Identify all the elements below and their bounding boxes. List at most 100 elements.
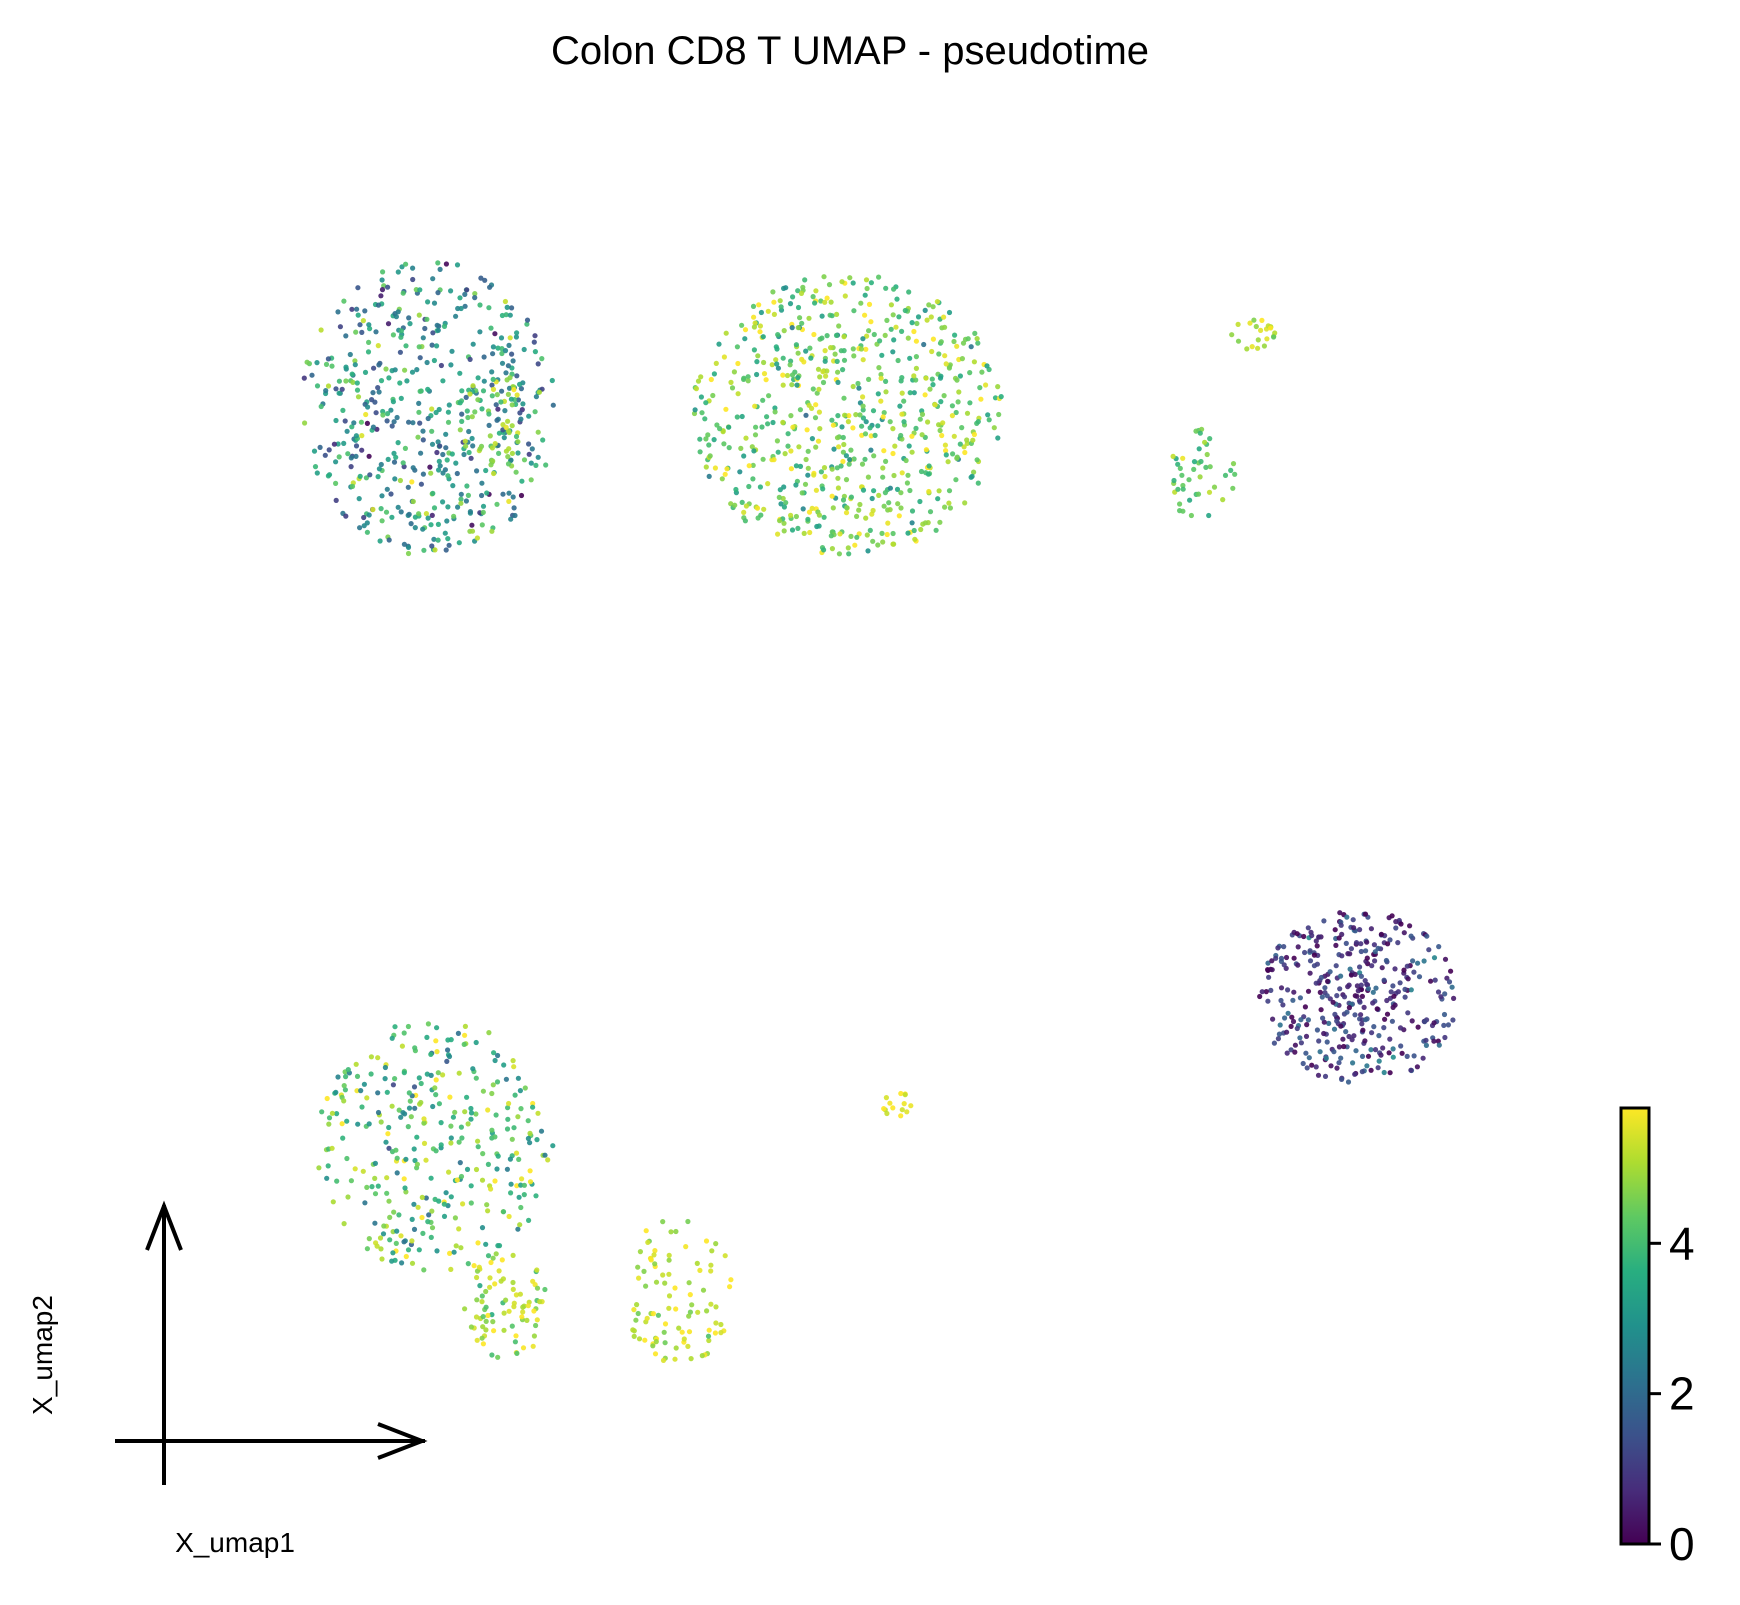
cell-point (534, 1267, 540, 1273)
cell-point (535, 454, 541, 460)
cell-point (1334, 1065, 1340, 1071)
cell-point (875, 423, 881, 429)
cell-point (1313, 980, 1319, 986)
cell-point (1297, 1035, 1303, 1041)
cell-point (739, 499, 745, 505)
cell-point (469, 414, 475, 420)
cell-point (1275, 1036, 1281, 1042)
cell-point (542, 1286, 548, 1293)
cell-point (446, 542, 452, 548)
cell-point (505, 454, 511, 460)
cell-point (1232, 471, 1238, 477)
cell-point (721, 441, 727, 447)
cell-point (324, 1175, 330, 1181)
cell-point (660, 1219, 666, 1225)
cell-point (473, 1075, 479, 1081)
cell-point (1303, 1033, 1310, 1039)
cell-point (816, 512, 823, 518)
cell-point (705, 432, 711, 438)
cell-point (363, 475, 369, 481)
cell-point (349, 424, 355, 430)
cell-point (341, 298, 347, 304)
cell-point (1338, 973, 1344, 979)
cell-point (826, 282, 833, 288)
cell-point (636, 1275, 642, 1281)
cell-point (1320, 1015, 1326, 1021)
cell-point (395, 504, 401, 510)
cell-point (488, 325, 494, 331)
cell-point (901, 1101, 907, 1107)
cell-point (477, 302, 483, 308)
cell-point (752, 320, 758, 326)
cell-point (471, 1263, 477, 1269)
cell-point (1450, 1017, 1456, 1023)
cell-point (493, 1112, 499, 1118)
cell-point (942, 504, 948, 510)
cell-point (353, 453, 359, 459)
cell-point (334, 1111, 340, 1117)
cell-point (457, 1160, 463, 1166)
cell-point (756, 302, 762, 308)
cell-point (772, 409, 778, 415)
cell-point (781, 328, 787, 334)
cell-point (898, 432, 904, 439)
cell-point (373, 329, 379, 335)
cell-point (517, 1088, 524, 1094)
cell-point (666, 1252, 672, 1258)
cell-point (438, 1142, 444, 1148)
cell-point (741, 376, 747, 382)
cell-point (348, 464, 354, 470)
cell-point (417, 388, 423, 394)
cell-point (525, 1135, 532, 1142)
cell-point (401, 1030, 407, 1036)
cell-point (443, 547, 449, 553)
cell-point (507, 1156, 513, 1162)
cell-point (386, 375, 392, 381)
cell-point (703, 436, 709, 442)
cell-point (937, 519, 943, 525)
cell-point (822, 348, 828, 354)
cell-point (535, 1110, 541, 1116)
cell-point (397, 477, 403, 484)
cell-point (394, 1170, 400, 1176)
cell-point (440, 499, 446, 505)
cell-point (1371, 942, 1377, 948)
cell-point (457, 370, 463, 376)
cell-point (771, 457, 777, 463)
cell-point (1365, 1053, 1372, 1059)
cell-point (700, 1287, 707, 1293)
cell-point (789, 372, 796, 378)
cell-point (453, 313, 459, 319)
cell-point (797, 315, 803, 321)
cell-point (905, 335, 911, 341)
cell-point (971, 359, 978, 365)
cell-point (868, 280, 875, 286)
cell-point (534, 1285, 541, 1291)
cell-point (496, 450, 502, 456)
cell-point (820, 379, 827, 386)
cell-point (527, 1179, 534, 1185)
cell-point (868, 447, 874, 453)
cell-point (803, 456, 809, 463)
cell-point (1206, 512, 1212, 519)
cell-point (842, 293, 848, 299)
cell-point (1392, 966, 1398, 972)
cell-point (1364, 939, 1370, 945)
cell-point (1397, 980, 1403, 986)
cell-point (469, 435, 475, 442)
cell-point (1368, 1047, 1374, 1053)
cell-point (1281, 962, 1287, 968)
cell-point (870, 538, 876, 544)
cell-point (1389, 1018, 1395, 1024)
cell-point (510, 1286, 516, 1292)
cell-point (464, 483, 470, 489)
cell-point (326, 1121, 332, 1127)
cell-point (909, 520, 915, 526)
cell-point (459, 388, 465, 394)
cell-point (1177, 501, 1183, 507)
cell-point (462, 1306, 468, 1312)
cell-point (1359, 1021, 1365, 1027)
cell-point (464, 1166, 471, 1172)
cell-point (391, 419, 397, 425)
cell-point (1415, 960, 1421, 966)
